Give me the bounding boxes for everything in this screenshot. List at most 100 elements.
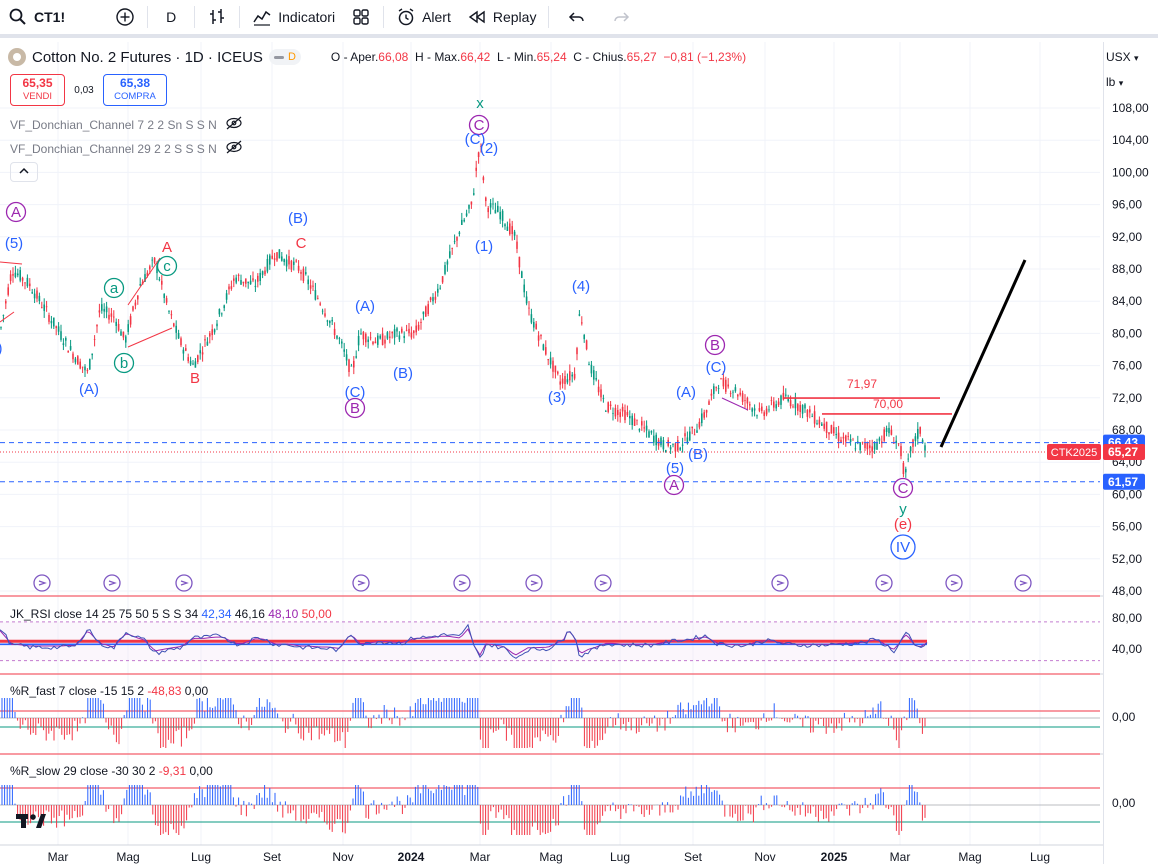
currency-selector[interactable]: USX ▾ <box>1106 50 1142 64</box>
r-slow-value-2: 0,00 <box>189 764 213 778</box>
candle-body <box>662 440 665 450</box>
candle-body <box>278 249 281 259</box>
eye-hidden-icon[interactable] <box>225 116 243 133</box>
candle-body <box>302 268 305 281</box>
level-label: 71,97 <box>847 377 877 391</box>
chart-type-button[interactable] <box>199 0 235 34</box>
close-value: 65,27 <box>626 50 657 64</box>
event-arrow <box>38 580 47 586</box>
candle-body <box>57 326 60 332</box>
candle-body <box>921 439 924 444</box>
overlay-legend-row[interactable]: VF_Donchian_Channel 29 2 2 S S S N <box>10 140 243 157</box>
tradingview-logo[interactable] <box>16 812 46 836</box>
candle-body <box>353 360 355 368</box>
candle-body <box>660 437 662 446</box>
wave-label: C <box>474 117 485 134</box>
candle-body <box>713 386 715 394</box>
candle-body <box>696 430 698 433</box>
wave-label: B <box>190 370 200 387</box>
candle-body <box>569 371 571 381</box>
status-badge[interactable]: D <box>268 49 301 65</box>
candle-body <box>324 313 326 317</box>
candle-body <box>117 323 120 331</box>
event-marker-icon <box>453 574 471 592</box>
candle-body <box>801 405 804 414</box>
time-axis-label: 2024 <box>398 850 425 864</box>
candle-body <box>633 418 636 426</box>
candle-body <box>386 332 389 339</box>
candle-body <box>132 306 134 311</box>
wave-label: (3) <box>548 389 566 406</box>
candle-body <box>845 435 847 442</box>
candle-body <box>252 278 254 281</box>
candle-body <box>756 415 758 417</box>
wave-label: (C) <box>465 131 486 148</box>
candle-body <box>876 443 878 450</box>
candle-body <box>321 310 324 312</box>
symbol-search[interactable]: CT1! <box>0 0 73 34</box>
buy-button[interactable]: 65,38 COMPRA <box>103 74 167 106</box>
candle-body <box>463 219 465 222</box>
alert-button[interactable]: Alert <box>388 0 459 34</box>
elliott-wave-labels: xC(C)(2)(1)A(5)(B)CAcab(A)B(A)(C)B(B)(4)… <box>0 95 916 560</box>
indicators-button[interactable]: Indicatori <box>244 0 343 34</box>
candle-body <box>458 232 461 235</box>
candle-body <box>33 293 36 299</box>
unit-selector[interactable]: lb ▾ <box>1106 75 1142 89</box>
candle-body <box>765 408 768 415</box>
time-axis-label: Nov <box>754 850 775 864</box>
candle-body <box>389 336 391 338</box>
indicators-icon <box>252 7 272 27</box>
r-slow-legend[interactable]: %R_slow 29 close -30 30 2 -9,31 0,00 <box>10 764 213 778</box>
wave-label-circle <box>5 201 27 223</box>
replay-button[interactable]: Replay <box>459 0 545 34</box>
undo-button[interactable] <box>559 0 595 34</box>
candle-body <box>758 408 761 411</box>
candle-body <box>5 301 7 304</box>
candle-body <box>247 281 249 284</box>
sell-button[interactable]: 65,35 VENDI <box>10 74 65 106</box>
event-marker-icon <box>594 574 612 592</box>
candle-body <box>29 283 31 287</box>
candle-body <box>869 445 871 449</box>
candle-body <box>487 207 489 213</box>
pane-tick-label: 80,00 <box>1112 611 1142 625</box>
compare-button[interactable] <box>107 0 143 34</box>
candle-body <box>377 335 379 345</box>
projection-line <box>939 259 1027 448</box>
eye-hidden-icon[interactable] <box>225 140 243 157</box>
event-arrow <box>950 580 959 586</box>
candle-body <box>573 373 576 379</box>
r-fast-value-2: 0,00 <box>184 684 209 698</box>
candle-body <box>837 432 840 442</box>
rsi-legend[interactable]: JK_RSI close 14 25 75 50 5 S S 34 42,34 … <box>10 607 332 621</box>
layouts-button[interactable] <box>343 0 379 34</box>
candle-body <box>180 338 182 346</box>
candle-body <box>439 287 441 289</box>
candle-body <box>12 274 14 276</box>
r-fast-legend[interactable]: %R_fast 7 close -15 15 2 -48,83 0,00 <box>10 684 208 698</box>
candle-body <box>48 314 50 322</box>
symbol-title[interactable]: Cotton No. 2 Futures · 1D · ICEUS <box>32 48 263 66</box>
redo-button[interactable] <box>603 0 639 34</box>
candle-body <box>626 411 629 416</box>
candle-body <box>509 223 511 235</box>
candle-body <box>446 261 449 265</box>
change-value: −0,81 (−1,23%) <box>663 50 747 64</box>
alarm-clock-icon <box>396 7 416 27</box>
event-arrow <box>1019 580 1028 586</box>
level-label: 70,00 <box>873 397 903 411</box>
candle-body <box>405 329 408 331</box>
time-axis-label: Mar <box>470 850 491 864</box>
candle-body <box>480 146 482 147</box>
overlay-legend-row[interactable]: VF_Donchian_Channel 7 2 2 Sn S S N <box>10 116 243 133</box>
candle-body <box>317 298 319 299</box>
candle-body <box>691 426 693 429</box>
interval-button[interactable]: D <box>152 0 190 34</box>
candle-body <box>365 333 367 343</box>
candle-body <box>789 400 792 407</box>
collapse-legend-button[interactable] <box>10 162 38 182</box>
candle-body <box>36 290 38 299</box>
wave-label: (C) <box>706 359 727 376</box>
